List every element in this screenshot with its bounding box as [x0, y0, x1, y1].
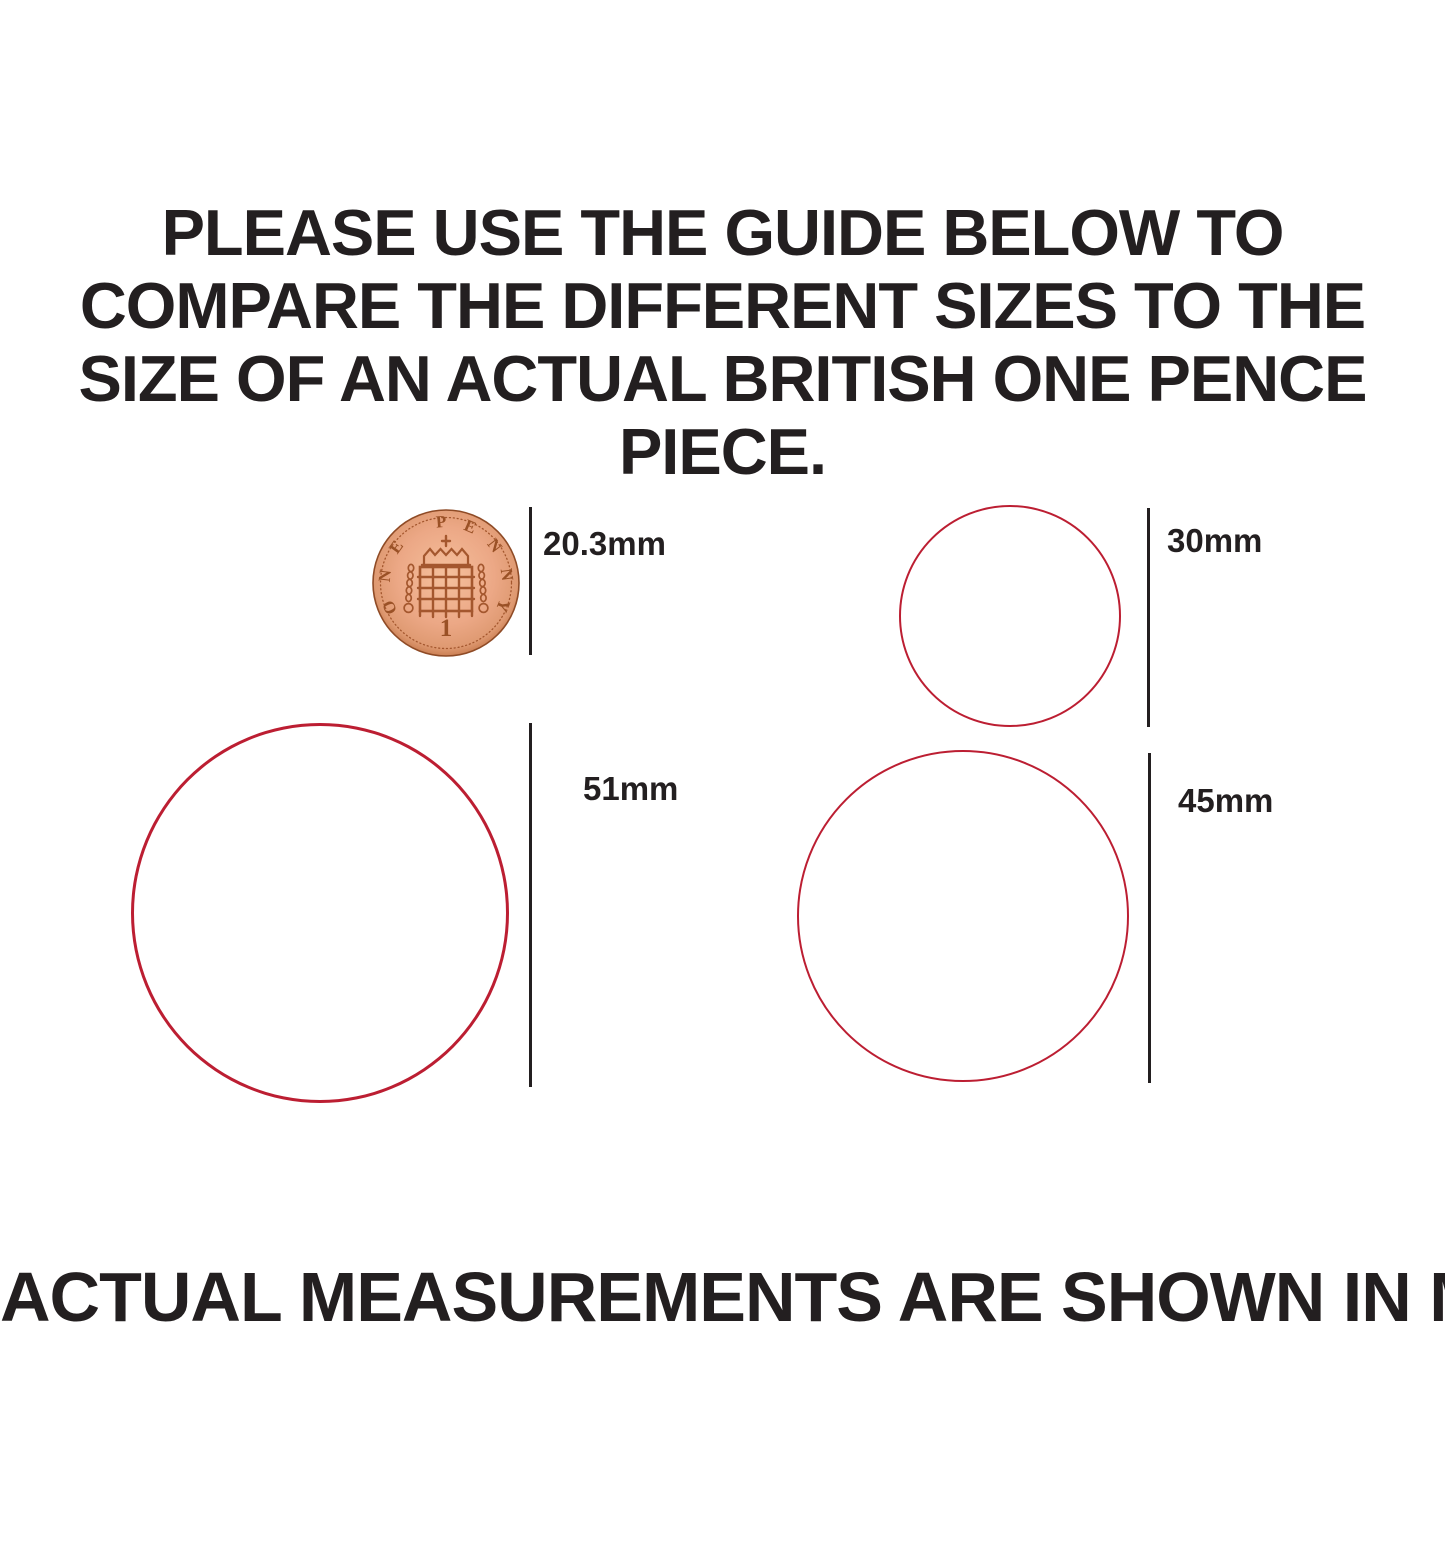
- measure-line-coin: [529, 507, 532, 655]
- measure-line-45mm: [1148, 753, 1151, 1083]
- size-circle-30mm: [899, 505, 1121, 727]
- coin-size-label: 20.3mm: [543, 525, 666, 562]
- title-line-3: SIZE OF AN ACTUAL BRITISH ONE PENCE: [78, 342, 1368, 415]
- measure-line-30mm: [1147, 508, 1150, 727]
- coin-denomination: 1: [440, 615, 453, 642]
- size-label-45mm: 45mm: [1178, 782, 1274, 819]
- size-label-30mm: 30mm: [1167, 522, 1263, 559]
- coin-dotted-ring: [379, 516, 513, 650]
- footer-note: ACTUAL MEASUREMENTS ARE SHOWN IN MM: [0, 1258, 1445, 1336]
- title-line-2: COMPARE THE DIFFERENT SIZES TO THE: [79, 269, 1366, 342]
- size-circle-51mm: [131, 723, 509, 1103]
- size-circle-45mm: [797, 750, 1129, 1082]
- portcullis-emblem: [403, 534, 489, 619]
- title-line-1: PLEASE USE THE GUIDE BELOW TO: [161, 196, 1285, 269]
- measure-line-51mm: [529, 723, 532, 1087]
- page-title: PLEASE USE THE GUIDE BELOW TO COMPARE TH…: [0, 196, 1445, 488]
- size-label-51mm: 51mm: [583, 770, 679, 807]
- penny-coin-image: ONE PENNY: [372, 509, 520, 657]
- title-line-4: PIECE.: [618, 415, 827, 488]
